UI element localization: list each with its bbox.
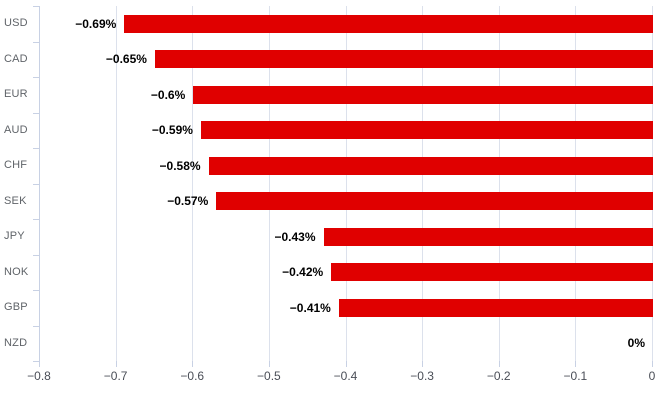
x-axis-tick	[192, 361, 194, 367]
x-tick-label: −0.6	[180, 369, 205, 383]
y-axis-tick	[33, 112, 39, 114]
category-label: AUD	[4, 123, 28, 136]
y-axis-tick	[33, 41, 39, 43]
x-axis-tick	[115, 361, 117, 367]
bar-value-label: −0.6%	[150, 87, 186, 102]
x-tick-label: −0.1	[563, 369, 588, 383]
y-axis-line	[39, 6, 40, 361]
x-axis-tick	[345, 361, 347, 367]
bar	[331, 263, 653, 282]
bar-value-label: −0.65%	[105, 52, 147, 67]
bar-value-label: −0.59%	[151, 123, 193, 138]
gridline	[192, 6, 194, 361]
x-tick-label: 0	[648, 369, 656, 383]
gridline	[268, 6, 270, 361]
y-axis-tick	[33, 219, 39, 220]
x-axis-tick	[498, 361, 500, 367]
y-axis-tick	[33, 6, 39, 7]
y-axis-tick	[33, 183, 39, 185]
category-label: USD	[4, 17, 28, 29]
x-tick-label: −0.7	[103, 369, 128, 383]
gridline	[422, 6, 424, 361]
x-tick-label: −0.3	[410, 369, 434, 383]
x-axis-tick	[652, 361, 653, 367]
gridline	[498, 6, 500, 361]
category-label: GBP	[4, 301, 28, 313]
x-axis-tick	[575, 361, 577, 367]
y-axis-tick	[33, 325, 39, 327]
bar	[208, 156, 653, 175]
bar-value-label: −0.69%	[75, 16, 117, 31]
category-label: EUR	[4, 88, 28, 100]
bar-value-label: −0.43%	[274, 229, 316, 244]
gridline	[575, 6, 577, 361]
bar	[200, 121, 653, 140]
category-label: CAD	[4, 52, 28, 65]
x-tick-label: −0.8	[27, 369, 51, 383]
gridline	[115, 6, 117, 361]
gridline	[652, 6, 653, 361]
x-axis-tick	[422, 361, 424, 367]
x-axis-tick	[39, 361, 40, 367]
x-tick-label: −0.4	[333, 369, 358, 383]
bar	[216, 192, 653, 211]
gridline	[345, 6, 347, 361]
category-label: NZD	[4, 336, 28, 349]
bar	[124, 14, 653, 33]
bar-value-label: −0.58%	[159, 158, 201, 173]
y-axis-tick	[33, 77, 39, 78]
category-label: NOK	[4, 265, 29, 278]
bar	[154, 50, 653, 69]
bar-value-label: 0%	[627, 336, 645, 351]
x-axis: −0.8 −0.7 −0.6 −0.5 −0.4 −0.3 −0.2 −0.1 0	[27, 369, 655, 387]
x-tick-label: −0.5	[257, 369, 281, 383]
bar-value-label: −0.41%	[289, 300, 331, 315]
bar	[193, 85, 653, 104]
category-label: SEK	[4, 194, 27, 207]
bar-value-label: −0.57%	[167, 194, 209, 209]
y-axis-tick	[33, 254, 39, 256]
bar	[338, 298, 653, 317]
bar-value-label: −0.42%	[282, 265, 324, 280]
category-label: JPY	[4, 230, 25, 242]
bar	[323, 227, 653, 246]
category-label: CHF	[4, 159, 28, 171]
y-axis-tick	[33, 361, 39, 362]
y-axis-tick	[33, 290, 39, 291]
plot-area: USD −0.69% CAD −0.65% EUR −0.6% AUD −0.59% CHF −0…	[4, 6, 653, 367]
y-axis-tick	[33, 148, 39, 149]
x-axis-tick	[268, 361, 270, 367]
x-tick-label: −0.2	[486, 369, 511, 383]
